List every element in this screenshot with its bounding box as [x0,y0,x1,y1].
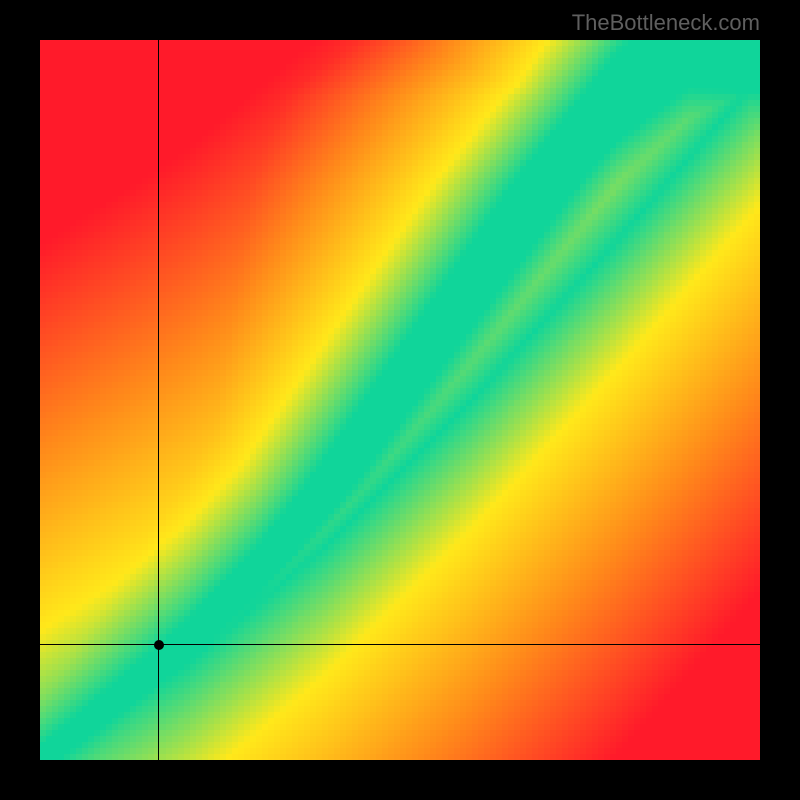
bottleneck-heatmap [40,40,760,760]
root: TheBottleneck.com [0,0,800,800]
crosshair-point [154,640,164,650]
plot-area [40,40,760,760]
watermark-text: TheBottleneck.com [572,10,760,36]
crosshair-horizontal [40,644,760,645]
crosshair-vertical [158,40,159,760]
